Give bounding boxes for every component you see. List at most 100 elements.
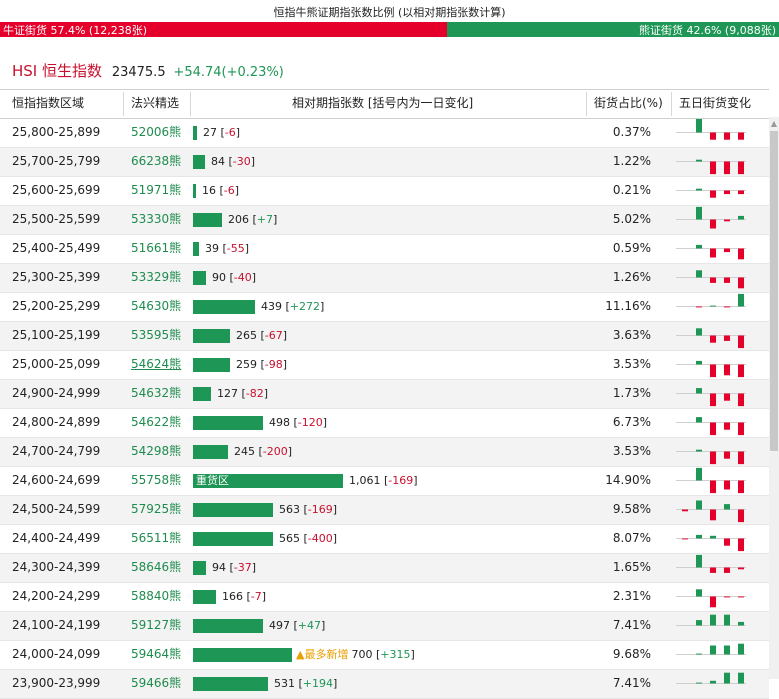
five-day-change-chart <box>676 388 746 407</box>
five-day-change-chart <box>676 270 746 289</box>
contracts-cell: 206 [+7] <box>193 206 277 233</box>
five-day-bar <box>710 596 716 608</box>
five-day-change-chart <box>676 554 746 573</box>
table-row: 25,600-25,699 51971熊 16 [-6] 0.21% <box>0 177 769 206</box>
header-divider <box>190 92 191 116</box>
five-day-bar <box>738 393 744 407</box>
five-day-bar <box>724 614 730 626</box>
five-day-change-chart <box>676 360 746 378</box>
warrant-link[interactable]: 53595熊 <box>131 328 182 342</box>
five-day-bar <box>724 596 730 598</box>
index-value: 23475.5 <box>111 65 166 80</box>
contracts-bar <box>193 444 228 459</box>
five-day-bar <box>682 538 688 540</box>
warrant-link[interactable]: 59466熊 <box>131 676 182 690</box>
five-day-bar <box>710 567 716 573</box>
warrant-link[interactable]: 53330熊 <box>131 212 182 226</box>
warrant-link[interactable]: 66238熊 <box>131 154 182 168</box>
warrant-link[interactable]: 59127熊 <box>131 618 182 632</box>
five-day-bar <box>710 248 716 258</box>
five-day-bar <box>738 643 744 655</box>
vertical-scrollbar[interactable]: ▲ <box>769 117 779 679</box>
header-warrant: 法兴精选 <box>131 96 180 110</box>
contracts-bar <box>193 560 206 575</box>
warrant-link[interactable]: 54624熊 <box>131 357 182 371</box>
contracts-bar <box>193 241 199 256</box>
share-cell: 5.02% <box>612 212 651 226</box>
share-cell: 3.63% <box>612 328 651 342</box>
contracts-number: 39 <box>205 242 219 255</box>
five-day-bar <box>710 393 716 407</box>
warrant-link[interactable]: 54632熊 <box>131 386 182 400</box>
contracts-bar: 重货区 <box>193 473 343 488</box>
share-cell: 3.53% <box>612 357 651 371</box>
contracts-number: 563 <box>279 503 300 516</box>
five-day-change-chart <box>676 449 746 465</box>
table-row: 24,600-24,699 55758熊 重货区 1,061 [-169] 14.90% <box>0 467 769 496</box>
daily-change: -169 <box>307 503 333 516</box>
header-divider <box>671 92 672 116</box>
five-day-bar <box>724 219 730 222</box>
five-day-bar <box>724 132 730 140</box>
warrant-link[interactable]: 51661熊 <box>131 241 182 255</box>
daily-change: -37 <box>233 561 252 574</box>
most-added-badge: ▲最多新增 <box>296 648 349 661</box>
five-day-bar <box>710 422 716 436</box>
warrant-link[interactable]: 51971熊 <box>131 183 182 197</box>
scroll-up-arrow-icon[interactable]: ▲ <box>770 119 778 128</box>
warrant-link[interactable]: 52006熊 <box>131 125 182 139</box>
warrant-link[interactable]: 58646熊 <box>131 560 182 574</box>
five-day-bar <box>738 190 744 195</box>
five-day-change-chart <box>676 206 746 229</box>
warrant-link[interactable]: 56511熊 <box>131 531 182 545</box>
share-cell: 1.65% <box>612 560 651 574</box>
five-day-bar <box>724 480 730 490</box>
warrant-link[interactable]: 54298熊 <box>131 444 182 458</box>
contracts-value: 531 [+194] <box>274 677 338 690</box>
five-day-change-chart <box>676 467 746 494</box>
share-cell: 9.58% <box>612 502 651 516</box>
contracts-number: 1,061 <box>349 474 381 487</box>
range-cell: 24,400-24,499 <box>12 531 101 545</box>
contracts-number: 565 <box>279 532 300 545</box>
contracts-number: 166 <box>222 590 243 603</box>
five-day-change-chart <box>676 159 746 175</box>
daily-change: -6 <box>223 184 235 197</box>
warrant-link[interactable]: 57925熊 <box>131 502 182 516</box>
header-contracts: 相对期指张数 [括号内为一日变化] <box>292 96 474 110</box>
five-day-change-chart <box>676 119 746 140</box>
warrant-link[interactable]: 55758熊 <box>131 473 182 487</box>
contracts-cell: 531 [+194] <box>193 670 337 697</box>
five-day-change-chart <box>676 614 746 626</box>
contracts-value: 206 [+7] <box>228 213 278 226</box>
warrant-link[interactable]: 53329熊 <box>131 270 182 284</box>
scrollbar-thumb[interactable] <box>770 131 778 451</box>
index-change: +54.74(+0.23%) <box>173 65 284 80</box>
daily-change: -400 <box>307 532 333 545</box>
contracts-cell: 重货区 1,061 [-169] <box>193 467 418 494</box>
share-cell: 7.41% <box>612 618 651 632</box>
daily-change: +315 <box>380 648 411 661</box>
five-day-bar <box>696 467 702 481</box>
warrant-link[interactable]: 58840熊 <box>131 589 182 603</box>
five-day-bar <box>724 190 730 195</box>
range-cell: 25,700-25,799 <box>12 154 101 168</box>
contracts-value: 90 [-40] <box>212 271 257 284</box>
contracts-value: 700 [+315] <box>351 648 415 661</box>
five-day-bar <box>696 119 702 133</box>
warrant-link[interactable]: 54630熊 <box>131 299 182 313</box>
share-cell: 11.16% <box>605 299 651 313</box>
contracts-value: 498 [-120] <box>269 416 328 429</box>
daily-change: -40 <box>233 271 252 284</box>
five-day-bar <box>724 248 730 253</box>
daily-change: -98 <box>264 358 283 371</box>
daily-change: +7 <box>256 213 274 226</box>
share-cell: 2.31% <box>612 589 651 603</box>
warrant-link[interactable]: 54622熊 <box>131 415 182 429</box>
five-day-bar <box>724 672 730 684</box>
five-day-bar <box>710 645 716 655</box>
warrant-link[interactable]: 59464熊 <box>131 647 182 661</box>
contracts-value: 166 [-7] <box>222 590 267 603</box>
contracts-cell: 245 [-200] <box>193 438 292 465</box>
five-day-change-chart <box>676 589 746 608</box>
